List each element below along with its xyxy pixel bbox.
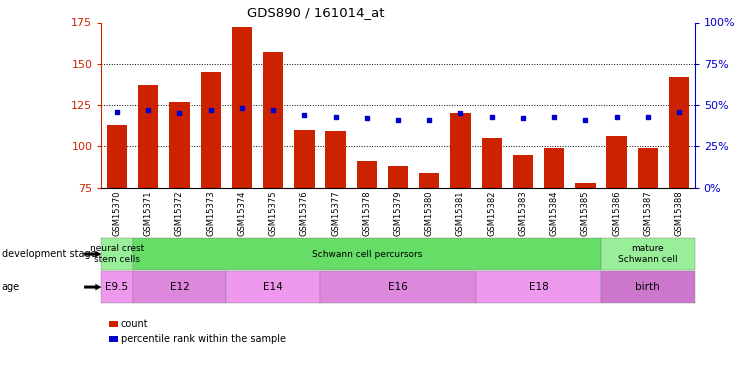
Text: E14: E14	[264, 282, 283, 292]
Bar	[169, 102, 189, 188]
Text: Schwann cell percursors: Schwann cell percursors	[312, 250, 422, 259]
Text: birth: birth	[635, 282, 660, 292]
Text: mature
Schwann cell: mature Schwann cell	[618, 244, 677, 264]
Text: age: age	[2, 282, 20, 292]
Bar	[294, 130, 315, 188]
Text: count: count	[121, 319, 149, 328]
Bar	[263, 52, 283, 188]
Text: development stage: development stage	[2, 249, 96, 259]
Text: E9.5: E9.5	[105, 282, 128, 292]
Bar	[325, 131, 345, 188]
Bar	[107, 125, 127, 188]
Bar	[669, 77, 689, 188]
Bar	[201, 72, 221, 188]
Bar	[513, 154, 533, 188]
Bar	[481, 138, 502, 188]
Text: neural crest
stem cells: neural crest stem cells	[90, 244, 144, 264]
Bar	[357, 161, 377, 188]
Bar	[138, 85, 158, 188]
Bar	[544, 148, 564, 188]
Bar	[638, 148, 658, 188]
Text: GDS890 / 161014_at: GDS890 / 161014_at	[246, 6, 385, 19]
Bar	[419, 172, 439, 188]
Bar	[232, 27, 252, 188]
Bar	[388, 166, 409, 188]
Text: E12: E12	[170, 282, 189, 292]
Text: E16: E16	[388, 282, 408, 292]
Bar	[607, 136, 627, 188]
Bar	[451, 113, 471, 188]
Text: percentile rank within the sample: percentile rank within the sample	[121, 334, 286, 344]
Text: E18: E18	[529, 282, 548, 292]
Bar	[575, 183, 596, 188]
